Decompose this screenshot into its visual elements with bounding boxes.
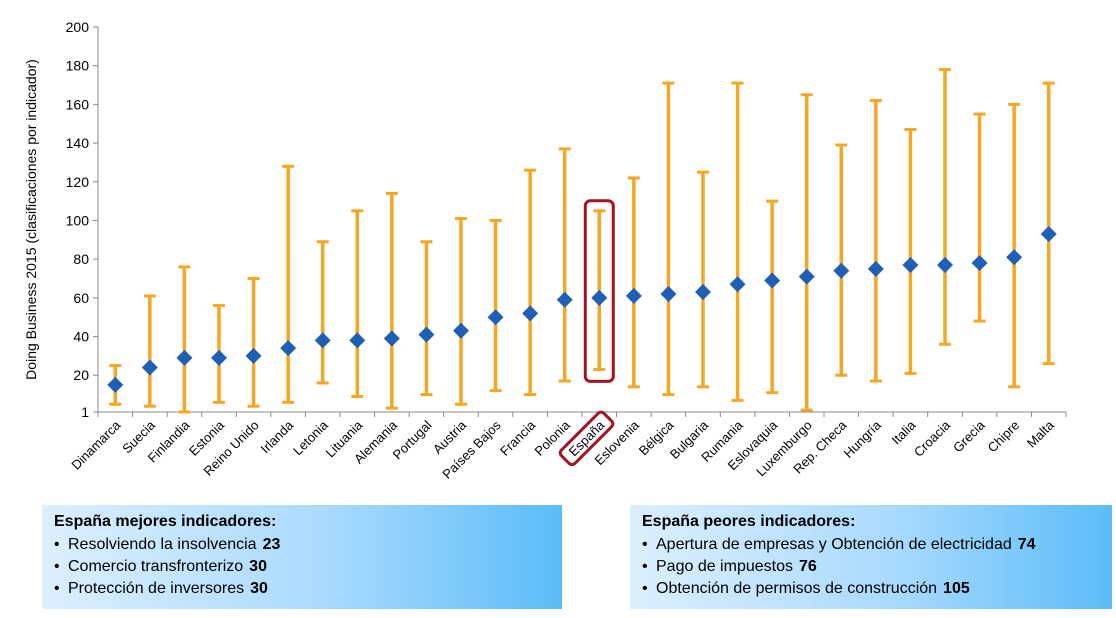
- y-tick-label: 160: [66, 96, 90, 112]
- mean-marker: [383, 330, 400, 347]
- mean-marker: [107, 376, 124, 393]
- mean-marker: [1006, 249, 1023, 266]
- category-label: Dinamarca: [68, 417, 124, 473]
- worst-indicators-title: España peores indicadores:: [642, 513, 856, 530]
- mean-marker: [522, 305, 539, 322]
- mean-marker: [591, 289, 608, 306]
- category-label: Portugal: [390, 417, 435, 462]
- list-item: • Resolviendo la insolvencia 23: [54, 534, 550, 556]
- mean-marker: [902, 256, 919, 273]
- mean-marker: [729, 276, 746, 293]
- mean-marker: [176, 349, 193, 366]
- category-label: Grecia: [950, 417, 988, 455]
- worst-indicators-box: España peores indicadores: • Apertura de …: [630, 505, 1112, 609]
- y-tick-label: 180: [66, 58, 90, 74]
- y-tick-label: 200: [66, 19, 90, 35]
- list-item: • Protección de inversores 30: [54, 578, 550, 600]
- y-tick-label: 60: [73, 290, 89, 306]
- mean-marker: [211, 349, 227, 366]
- mean-marker: [625, 287, 642, 304]
- category-label: Italia: [889, 417, 920, 448]
- bullet: •: [54, 580, 60, 597]
- list-item: • Apertura de empresas y Obtención de ele…: [642, 534, 1100, 556]
- mean-marker: [764, 272, 781, 289]
- mean-marker: [798, 268, 815, 285]
- best-indicators-box: España mejores indicadores: • Resolviendo…: [42, 505, 562, 609]
- mean-marker: [487, 309, 504, 326]
- best-indicators-title: España mejores indicadores:: [54, 513, 277, 530]
- y-tick-label: 1: [81, 404, 89, 420]
- category-label: Polonia: [532, 417, 574, 459]
- bullet: •: [642, 580, 648, 597]
- y-tick-label: 80: [73, 251, 89, 267]
- mean-marker: [695, 284, 711, 301]
- y-axis-label: Doing Business 2015 (clasificaciones por…: [23, 59, 39, 380]
- category-label: Chipre: [985, 418, 1023, 456]
- mean-marker: [867, 260, 884, 277]
- list-item: • Comercio transfronterizo 30: [54, 556, 550, 578]
- y-tick-label: 40: [73, 329, 89, 345]
- mean-marker: [280, 340, 297, 357]
- mean-marker: [1040, 226, 1057, 243]
- mean-marker: [418, 326, 435, 343]
- category-label: Francia: [497, 417, 539, 459]
- best-indicators-list: • Resolviendo la insolvencia 23 • Comercio …: [54, 534, 550, 600]
- bullet: •: [642, 536, 648, 553]
- bullet: •: [54, 558, 60, 575]
- y-tick-label: 120: [66, 174, 90, 190]
- mean-marker: [971, 255, 988, 272]
- mean-marker: [937, 256, 953, 273]
- mean-marker: [556, 291, 573, 308]
- mean-marker: [660, 285, 677, 302]
- mean-marker: [349, 332, 366, 349]
- highlight-label-box: [558, 410, 615, 467]
- mean-marker: [314, 332, 331, 349]
- category-label: Hungría: [841, 417, 885, 461]
- list-item: • Obtención de permisos de construcción 10…: [642, 578, 1100, 600]
- worst-indicators-list: • Apertura de empresas y Obtención de ele…: [642, 534, 1100, 600]
- bullet: •: [54, 536, 60, 553]
- y-tick-label: 140: [66, 135, 90, 151]
- highlight-box: [583, 199, 615, 383]
- mean-marker: [833, 262, 850, 279]
- mean-marker: [453, 322, 469, 339]
- mean-marker: [141, 359, 158, 376]
- category-label: Malta: [1024, 417, 1058, 451]
- y-tick-label: 100: [66, 212, 90, 228]
- category-label: Irlanda: [258, 417, 297, 456]
- list-item: • Pago de impuestos 76: [642, 556, 1100, 578]
- category-label: Croacia: [911, 417, 954, 460]
- bullet: •: [642, 558, 648, 575]
- y-tick-label: 20: [73, 367, 89, 383]
- mean-marker: [245, 347, 262, 364]
